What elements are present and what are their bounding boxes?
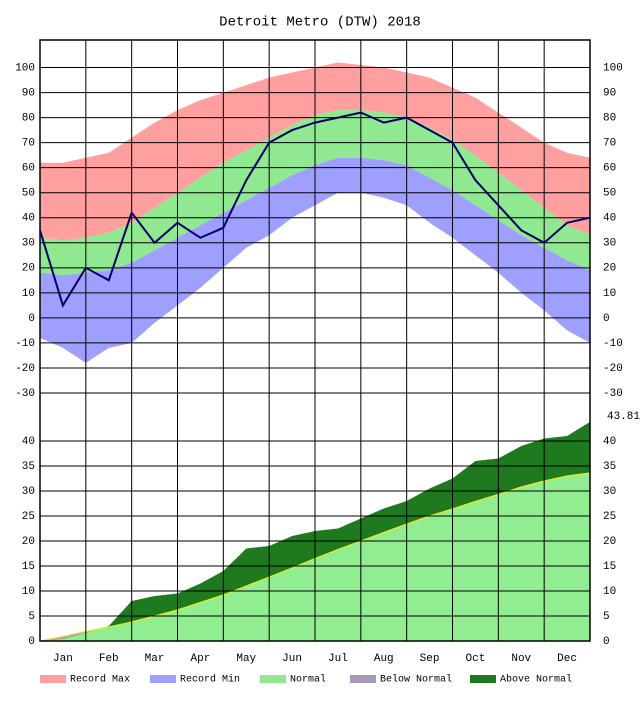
y-tick-label-right: 5 [603, 611, 610, 623]
y-tick-label-right: 15 [603, 561, 616, 573]
y-tick-label: 0 [28, 636, 35, 648]
y-tick-label: -30 [15, 388, 35, 400]
y-tick-label-right: 30 [603, 238, 616, 250]
legend-label: Record Min [180, 674, 240, 686]
y-tick-label-right: 10 [603, 288, 616, 300]
y-tick-label-right: 90 [603, 87, 616, 99]
y-tick-label: 30 [22, 486, 35, 498]
y-tick-label-right: 50 [603, 188, 616, 200]
x-tick-label: Dec [557, 653, 577, 665]
total-label: 43.81 [607, 411, 640, 423]
y-tick-label: 80 [22, 113, 35, 125]
y-tick-label-right: -10 [603, 338, 623, 350]
plot-frame [39, 39, 591, 642]
y-tick-label: 5 [28, 611, 35, 623]
legend-swatch [470, 675, 496, 683]
legend-swatch [40, 675, 66, 683]
y-tick-label: 90 [22, 87, 35, 99]
x-tick-label: Mar [145, 653, 165, 665]
y-tick-label-right: 25 [603, 511, 616, 523]
legend-label: Normal [290, 674, 326, 686]
observed-temp-line [39, 111, 591, 308]
x-tick-label: Jan [53, 653, 73, 665]
y-tick-label: -20 [15, 363, 35, 375]
y-tick-label-right: 100 [603, 62, 623, 74]
y-tick-label: 25 [22, 511, 35, 523]
y-tick-label: 10 [22, 288, 35, 300]
chart-title: Detroit Metro (DTW) 2018 [219, 15, 421, 31]
y-tick-label: 40 [22, 213, 35, 225]
legend-label: Above Normal [500, 674, 572, 686]
y-tick-label: 70 [22, 138, 35, 150]
y-tick-label: 50 [22, 188, 35, 200]
x-tick-label: Nov [511, 653, 531, 665]
y-tick-label-right: 40 [603, 213, 616, 225]
y-tick-label: 10 [22, 586, 35, 598]
x-tick-label: Jun [282, 653, 302, 665]
y-tick-label-right: 60 [603, 163, 616, 175]
y-tick-label: 40 [22, 436, 35, 448]
x-tick-label: Jul [328, 653, 348, 665]
y-tick-label: 100 [15, 62, 35, 74]
legend-swatch [260, 675, 286, 683]
y-tick-label-right: 30 [603, 486, 616, 498]
y-tick-label-right: -20 [603, 363, 623, 375]
legend-label: Below Normal [380, 674, 452, 686]
y-tick-label: 20 [22, 263, 35, 275]
y-tick-label-right: 20 [603, 263, 616, 275]
y-tick-label-right: 0 [603, 636, 610, 648]
y-tick-label: -10 [15, 338, 35, 350]
x-tick-label: Sep [420, 653, 440, 665]
x-tick-label: Oct [466, 653, 486, 665]
y-tick-label-right: -30 [603, 388, 623, 400]
y-tick-label-right: 40 [603, 436, 616, 448]
x-tick-label: Aug [374, 653, 394, 665]
y-tick-label-right: 35 [603, 461, 616, 473]
x-tick-label: Apr [191, 653, 211, 665]
y-tick-label-right: 10 [603, 586, 616, 598]
y-tick-label: 20 [22, 536, 35, 548]
y-tick-label-right: 0 [603, 313, 610, 325]
y-tick-label-right: 80 [603, 113, 616, 125]
y-tick-label: 35 [22, 461, 35, 473]
y-tick-label: 60 [22, 163, 35, 175]
y-tick-label: 15 [22, 561, 35, 573]
x-tick-label: Feb [99, 653, 119, 665]
y-tick-label: 30 [22, 238, 35, 250]
y-tick-label-right: 70 [603, 138, 616, 150]
y-tick-label-right: 20 [603, 536, 616, 548]
legend-label: Record Max [70, 674, 130, 686]
legend-swatch [150, 675, 176, 683]
y-tick-label: 0 [28, 313, 35, 325]
x-tick-label: May [236, 653, 256, 665]
legend-swatch [350, 675, 376, 683]
